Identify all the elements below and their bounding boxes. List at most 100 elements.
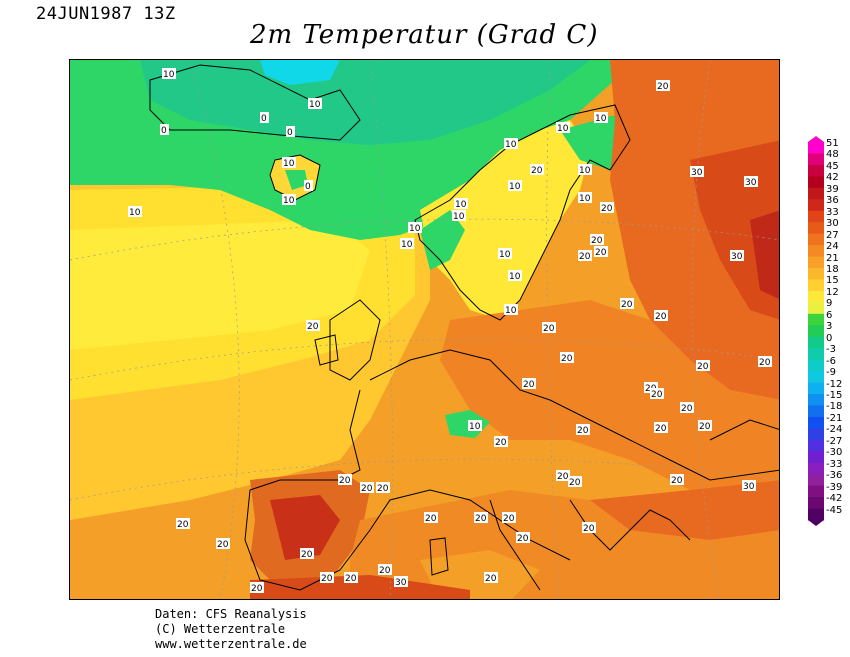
svg-text:20: 20 bbox=[697, 362, 709, 372]
north-africa bbox=[250, 575, 470, 599]
contour-label: 20 bbox=[474, 512, 488, 524]
colorbar-segment bbox=[808, 382, 824, 395]
contour-label: 20 bbox=[216, 538, 230, 550]
svg-text:10: 10 bbox=[509, 272, 521, 282]
contour-label: 20 bbox=[530, 164, 544, 176]
colorbar-tick-label: -36 bbox=[826, 470, 843, 482]
colorbar-tick-label: 3 bbox=[826, 321, 833, 333]
colorbar-tick-label: -12 bbox=[826, 378, 843, 390]
colorbar-tick-label: 9 bbox=[826, 298, 833, 310]
contour-label: 10 bbox=[128, 206, 142, 218]
contour-label: 20 bbox=[654, 310, 668, 322]
svg-text:10: 10 bbox=[309, 100, 321, 110]
contour-label: 20 bbox=[758, 356, 772, 368]
colorbar-tick-label: 12 bbox=[826, 286, 839, 298]
colorbar-segment bbox=[808, 279, 824, 292]
svg-text:20: 20 bbox=[591, 236, 603, 246]
contour-label: 20 bbox=[502, 512, 516, 524]
svg-text:20: 20 bbox=[601, 204, 613, 214]
contour-label: 10 bbox=[556, 122, 570, 134]
colorbar-tick-label: 39 bbox=[826, 183, 839, 195]
colorbar-segment bbox=[808, 176, 824, 189]
svg-text:20: 20 bbox=[655, 424, 667, 434]
contour-label: 20 bbox=[320, 572, 334, 584]
colorbar-segment bbox=[808, 451, 824, 464]
contour-label: 20 bbox=[176, 518, 190, 530]
colorbar-segment bbox=[808, 439, 824, 452]
colorbar-tick-label: -39 bbox=[826, 481, 843, 493]
colorbar-tick-label: -18 bbox=[826, 401, 843, 413]
svg-text:10: 10 bbox=[283, 196, 295, 206]
svg-text:30: 30 bbox=[731, 252, 743, 262]
svg-text:10: 10 bbox=[595, 114, 607, 124]
colorbar-segment bbox=[808, 485, 824, 498]
colorbar-top-arrow bbox=[808, 136, 824, 142]
contour-label: 10 bbox=[162, 68, 176, 80]
svg-text:10: 10 bbox=[455, 200, 467, 210]
svg-text:10: 10 bbox=[509, 182, 521, 192]
svg-text:20: 20 bbox=[345, 574, 357, 584]
svg-text:10: 10 bbox=[579, 166, 591, 176]
colorbar-tick-label: 24 bbox=[826, 241, 839, 253]
map-panel: 10 10 0 0 0 10 0 10 10 10 10 20 10 20 10… bbox=[69, 59, 780, 600]
svg-text:20: 20 bbox=[377, 484, 389, 494]
svg-text:10: 10 bbox=[453, 212, 465, 222]
colorbar-tick-label: -21 bbox=[826, 412, 843, 424]
svg-text:20: 20 bbox=[569, 478, 581, 488]
colorbar-tick-label: -3 bbox=[826, 344, 836, 356]
contour-label: 10 bbox=[308, 98, 322, 110]
colorbar-tick-label: 42 bbox=[826, 172, 839, 184]
colorbar-segment bbox=[808, 474, 824, 487]
contour-label: 20 bbox=[590, 234, 604, 246]
svg-text:20: 20 bbox=[503, 514, 515, 524]
valid-time: 24JUN1987 13Z bbox=[36, 4, 176, 24]
svg-text:10: 10 bbox=[579, 194, 591, 204]
colorbar-segment bbox=[808, 302, 824, 315]
iceland-highland bbox=[285, 170, 308, 190]
central-europe bbox=[440, 300, 779, 490]
contour-label: 10 bbox=[594, 112, 608, 124]
colorbar-tick-label: 6 bbox=[826, 309, 833, 321]
contour-label: 20 bbox=[670, 474, 684, 486]
contour-label: 10 bbox=[282, 157, 296, 169]
contour-label: 10 bbox=[454, 198, 468, 210]
website-link[interactable]: www.wetterzentrale.de bbox=[155, 637, 307, 651]
contour-label: 20 bbox=[542, 322, 556, 334]
contour-label: 10 bbox=[408, 222, 422, 234]
credits: Daten: CFS Reanalysis (C) Wetterzentrale… bbox=[155, 607, 307, 652]
svg-text:20: 20 bbox=[307, 322, 319, 332]
colorbar-tick-label: -6 bbox=[826, 355, 836, 367]
svg-text:20: 20 bbox=[495, 438, 507, 448]
svg-text:10: 10 bbox=[499, 250, 511, 260]
svg-text:10: 10 bbox=[163, 70, 175, 80]
contour-label: 30 bbox=[744, 176, 758, 188]
contour-label: 10 bbox=[498, 248, 512, 260]
svg-text:20: 20 bbox=[361, 484, 373, 494]
svg-text:20: 20 bbox=[655, 312, 667, 322]
contour-label: 10 bbox=[452, 210, 466, 222]
atlantic-yellow-zone bbox=[70, 220, 370, 350]
svg-text:20: 20 bbox=[425, 514, 437, 524]
colorbar-segment bbox=[808, 508, 824, 521]
data-source-text: Daten: CFS Reanalysis bbox=[155, 607, 307, 621]
contour-label: 20 bbox=[650, 388, 664, 400]
svg-text:10: 10 bbox=[129, 208, 141, 218]
colorbar-tick-label: -45 bbox=[826, 504, 843, 516]
contour-label: 20 bbox=[522, 378, 536, 390]
colorbar-segment bbox=[808, 348, 824, 361]
contour-label: 20 bbox=[378, 564, 392, 576]
contour-label: 20 bbox=[568, 476, 582, 488]
contour-label: 30 bbox=[742, 480, 756, 492]
contour-label: 10 bbox=[504, 138, 518, 150]
svg-text:10: 10 bbox=[505, 306, 517, 316]
colorbar-segment bbox=[808, 497, 824, 510]
svg-text:20: 20 bbox=[301, 550, 313, 560]
colorbar-segment bbox=[808, 187, 824, 200]
copyright-text: (C) Wetterzentrale bbox=[155, 622, 286, 636]
svg-text:0: 0 bbox=[305, 182, 311, 192]
svg-text:30: 30 bbox=[691, 168, 703, 178]
colorbar-segment bbox=[808, 233, 824, 246]
svg-text:20: 20 bbox=[561, 354, 573, 364]
russia-warm bbox=[610, 60, 779, 400]
contour-label: 20 bbox=[560, 352, 574, 364]
